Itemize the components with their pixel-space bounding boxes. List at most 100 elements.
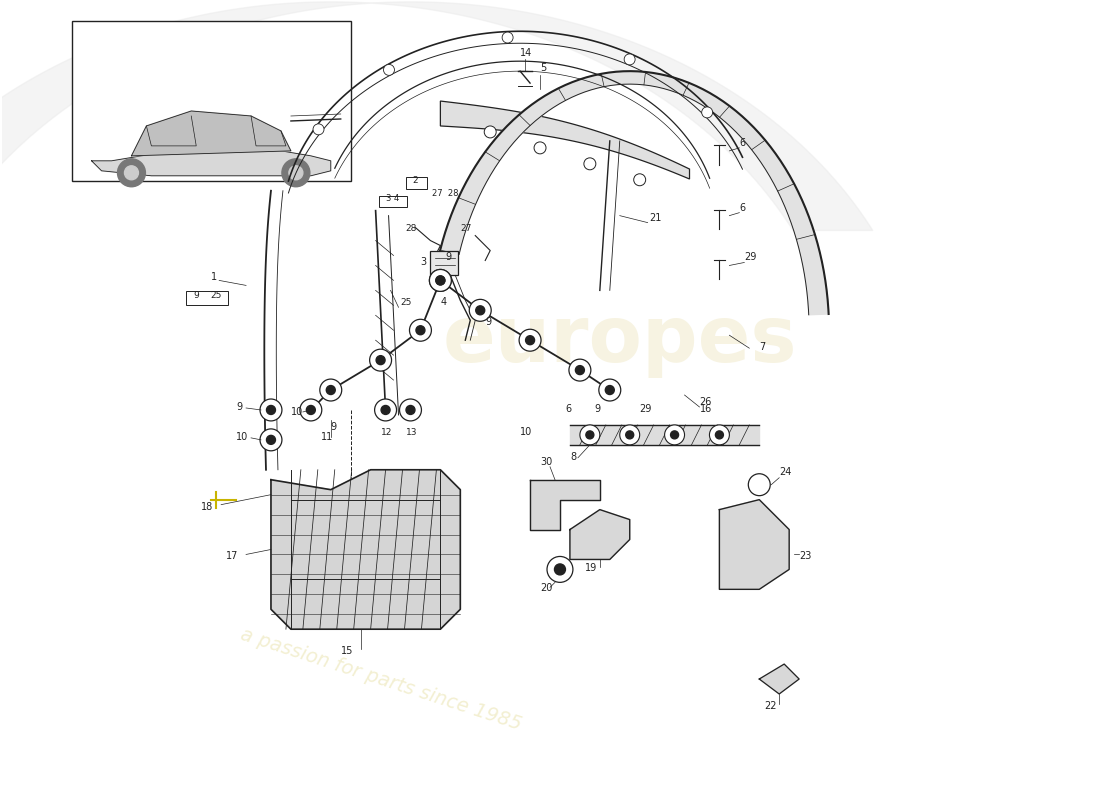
Circle shape [406, 406, 415, 414]
Text: 25: 25 [210, 291, 222, 300]
Circle shape [702, 107, 713, 118]
Circle shape [436, 276, 444, 285]
Circle shape [502, 32, 513, 43]
Text: 2: 2 [412, 176, 418, 185]
Text: 7: 7 [759, 342, 766, 352]
Text: 9: 9 [194, 291, 199, 300]
Circle shape [260, 399, 282, 421]
Text: 9: 9 [485, 318, 492, 327]
Circle shape [327, 386, 336, 394]
Circle shape [598, 379, 620, 401]
Text: 30: 30 [540, 457, 552, 466]
Circle shape [526, 336, 535, 345]
Circle shape [584, 158, 596, 170]
Polygon shape [570, 510, 629, 559]
Text: 10: 10 [520, 427, 532, 437]
Text: 3: 3 [420, 258, 427, 267]
Text: 23: 23 [799, 551, 812, 562]
Circle shape [671, 431, 679, 439]
FancyBboxPatch shape [406, 177, 428, 189]
Text: 6: 6 [565, 404, 571, 414]
Text: 10: 10 [236, 432, 249, 442]
FancyBboxPatch shape [72, 22, 351, 181]
Circle shape [376, 356, 385, 365]
Circle shape [715, 431, 724, 439]
Circle shape [118, 159, 145, 186]
Text: 29: 29 [745, 253, 757, 262]
Circle shape [124, 166, 139, 180]
Text: 1: 1 [211, 273, 218, 282]
Circle shape [436, 276, 444, 285]
Circle shape [519, 330, 541, 351]
Text: 6: 6 [739, 202, 746, 213]
Circle shape [416, 326, 425, 334]
Text: 5: 5 [540, 63, 547, 73]
Text: 12: 12 [381, 428, 392, 437]
Text: 8: 8 [570, 452, 576, 462]
Text: 6: 6 [739, 138, 746, 148]
FancyBboxPatch shape [430, 250, 459, 275]
Circle shape [314, 124, 324, 135]
Circle shape [429, 270, 451, 291]
Circle shape [381, 406, 390, 414]
Circle shape [575, 366, 584, 374]
Polygon shape [132, 111, 290, 156]
Circle shape [634, 174, 646, 186]
Circle shape [710, 425, 729, 445]
Text: 9: 9 [236, 402, 242, 412]
Circle shape [476, 306, 485, 314]
Circle shape [429, 270, 451, 291]
Circle shape [554, 564, 565, 575]
Text: 26: 26 [700, 397, 712, 407]
Text: 11: 11 [321, 432, 333, 442]
Polygon shape [440, 101, 690, 179]
Text: 10: 10 [290, 407, 304, 417]
Circle shape [409, 319, 431, 342]
Circle shape [266, 435, 275, 444]
Circle shape [569, 359, 591, 381]
Circle shape [300, 399, 322, 421]
Text: a passion for parts since 1985: a passion for parts since 1985 [238, 625, 524, 734]
Text: 9: 9 [331, 422, 337, 432]
Circle shape [586, 431, 594, 439]
Circle shape [289, 166, 302, 180]
Text: 9: 9 [446, 253, 451, 262]
Circle shape [370, 349, 392, 371]
Polygon shape [530, 480, 600, 530]
Text: 16: 16 [700, 404, 712, 414]
Text: 25: 25 [400, 298, 411, 307]
Circle shape [748, 474, 770, 496]
Circle shape [484, 126, 496, 138]
Circle shape [282, 159, 310, 186]
Text: 22: 22 [764, 701, 777, 711]
Circle shape [547, 557, 573, 582]
Polygon shape [271, 470, 460, 630]
Circle shape [580, 425, 600, 445]
Text: 21: 21 [650, 213, 662, 222]
Text: europes: europes [442, 302, 798, 378]
Text: 20: 20 [540, 583, 552, 594]
Text: 3 4: 3 4 [386, 194, 399, 202]
Circle shape [375, 399, 396, 421]
Circle shape [266, 406, 275, 414]
Polygon shape [719, 500, 789, 590]
Polygon shape [759, 664, 799, 694]
Text: 27  28: 27 28 [432, 189, 459, 198]
Circle shape [619, 425, 640, 445]
Circle shape [470, 299, 492, 322]
Text: 27: 27 [460, 223, 472, 233]
Circle shape [306, 406, 316, 414]
Text: 17: 17 [227, 551, 239, 562]
Text: 4: 4 [440, 298, 447, 307]
Circle shape [605, 386, 614, 394]
Text: 28: 28 [406, 223, 417, 233]
Text: 19: 19 [585, 563, 597, 574]
Circle shape [260, 429, 282, 451]
Circle shape [535, 142, 546, 154]
Circle shape [384, 65, 395, 75]
Polygon shape [91, 149, 331, 176]
Text: 15: 15 [341, 646, 353, 656]
Text: 9: 9 [595, 404, 601, 414]
Polygon shape [440, 71, 828, 314]
Circle shape [320, 379, 342, 401]
